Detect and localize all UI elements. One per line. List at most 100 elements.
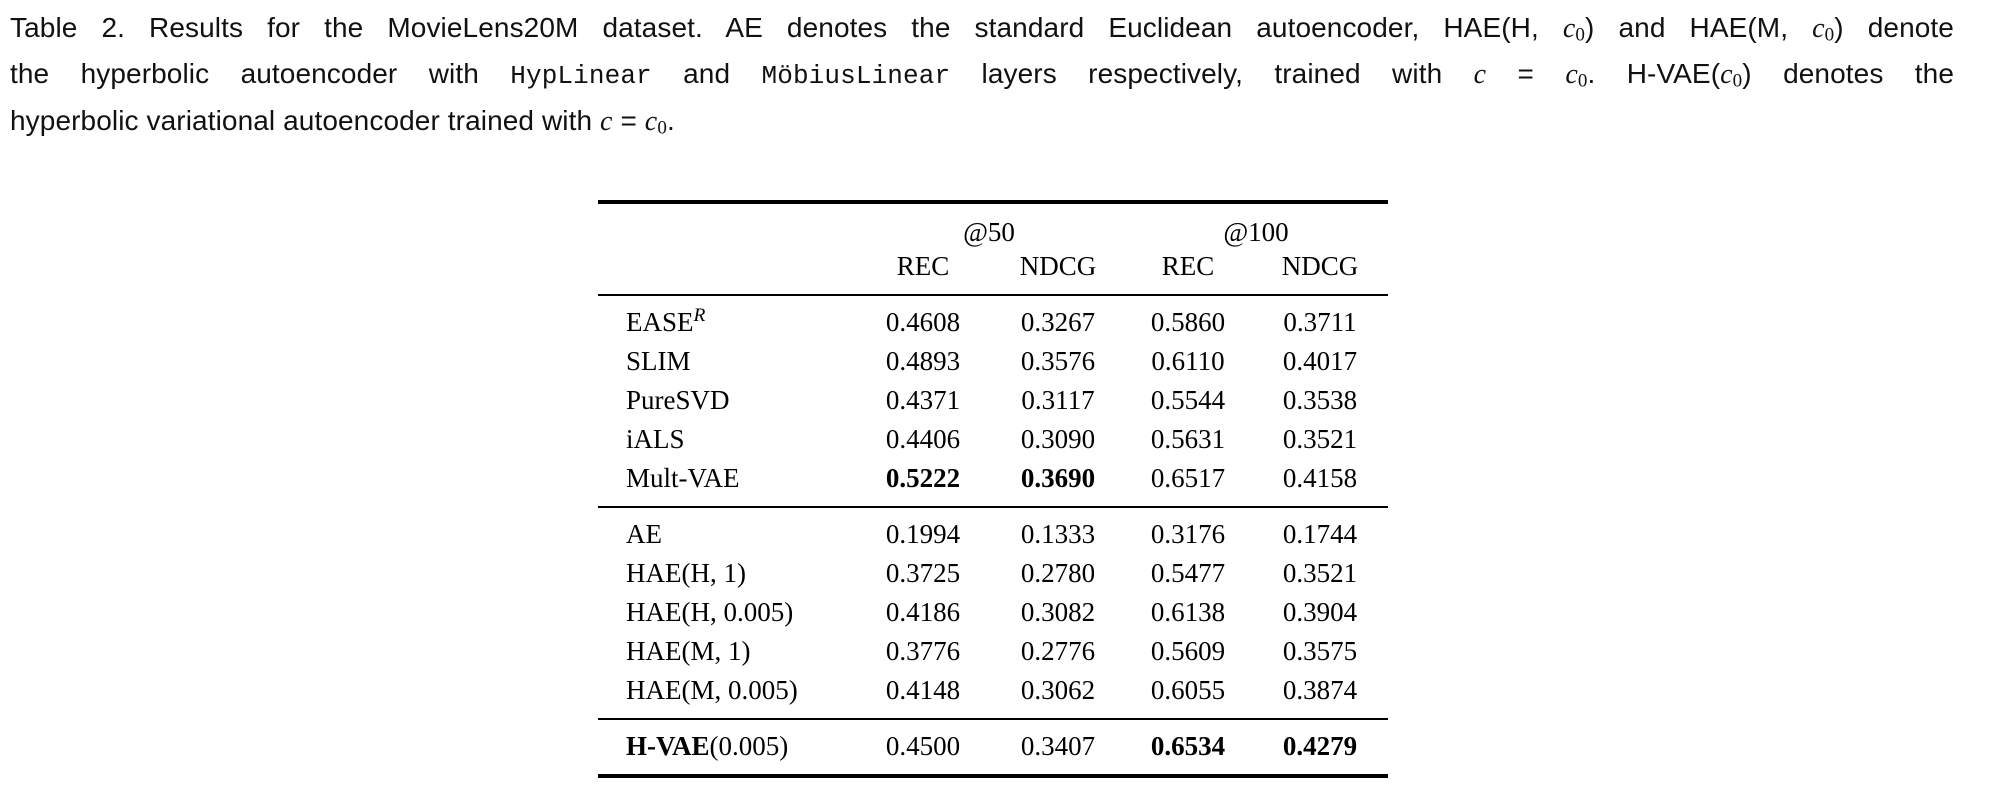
caption-text-segment: c bbox=[600, 105, 613, 137]
value-cell: 0.4893 bbox=[885, 346, 961, 376]
table-row: HAE(M, 1) 0.3776 0.2776 0.5609 0.3575 bbox=[598, 632, 1388, 671]
value-cell: 0.4608 bbox=[885, 307, 961, 337]
caption-text-segment: 0 bbox=[1732, 70, 1743, 92]
value-cell: 0.3267 bbox=[1020, 307, 1096, 337]
table-caption: Table 2. Results for the MovieLens20M da… bbox=[10, 8, 1954, 147]
ndcg100-header: NDCG bbox=[1281, 251, 1359, 281]
caption-code-segment: HypLinear bbox=[510, 61, 652, 92]
caption-code-segment: MöbiusLinear bbox=[761, 61, 951, 92]
method-cell: HAE(H, 1) bbox=[598, 554, 854, 593]
caption-text-segment: = bbox=[1486, 58, 1566, 90]
method-name: HAE(H, 1) bbox=[626, 558, 746, 588]
caption-text-segment: c bbox=[644, 105, 658, 137]
table-row: PureSVD 0.4371 0.3117 0.5544 0.3538 bbox=[598, 381, 1388, 420]
rec50-header: REC bbox=[896, 251, 950, 281]
caption-text-segment: c bbox=[1812, 13, 1825, 44]
method-cell: SLIM bbox=[598, 342, 854, 381]
value-cell: 0.3062 bbox=[1020, 675, 1096, 705]
value-cell: 0.5631 bbox=[1150, 424, 1226, 454]
value-cell: 0.3090 bbox=[1020, 424, 1096, 454]
table-row: AE 0.1994 0.1333 0.3176 0.1744 bbox=[598, 507, 1388, 554]
value-cell: 0.4500 bbox=[885, 731, 961, 761]
results-table-wrap: @50 @100 REC NDCG REC NDCG EASER 0.4608 0.… bbox=[598, 200, 1388, 778]
value-cell: 0.6138 bbox=[1150, 597, 1226, 627]
value-cell: 0.4017 bbox=[1282, 346, 1358, 376]
table-row: EASER 0.4608 0.3267 0.5860 0.3711 bbox=[598, 295, 1388, 342]
method-name: (0.005) bbox=[709, 731, 789, 761]
method-cell: H-VAE(0.005) bbox=[598, 719, 854, 776]
method-cell: HAE(M, 0.005) bbox=[598, 671, 854, 719]
value-cell: 0.3117 bbox=[1021, 385, 1095, 415]
caption-text-segment: the hyperbolic autoencoder with bbox=[10, 58, 511, 90]
caption-text-segment: c bbox=[1562, 13, 1576, 44]
method-cell: Mult-VAE bbox=[598, 459, 854, 507]
caption-text-segment: Table 2. Results for the MovieLens20M da… bbox=[10, 12, 1563, 43]
method-name: PureSVD bbox=[626, 385, 730, 415]
value-cell: 0.4406 bbox=[885, 424, 961, 454]
method-cell: PureSVD bbox=[598, 381, 854, 420]
value-cell: 0.4186 bbox=[885, 597, 961, 627]
table-header: @50 @100 REC NDCG REC NDCG bbox=[598, 202, 1388, 295]
value-cell: 0.1994 bbox=[885, 519, 961, 549]
method-name: SLIM bbox=[626, 346, 691, 376]
rec100-header: REC bbox=[1161, 251, 1215, 281]
value-cell: 0.3538 bbox=[1282, 385, 1358, 415]
value-cell: 0.3776 bbox=[885, 636, 961, 666]
caption-line: the hyperbolic autoencoder with HypLinea… bbox=[10, 54, 1954, 100]
table-row: Mult-VAE 0.5222 0.3690 0.6517 0.4158 bbox=[598, 459, 1388, 507]
value-cell: 0.4158 bbox=[1282, 463, 1358, 493]
caption-text-segment: 0 bbox=[1577, 70, 1588, 92]
at50-group-header: @50 bbox=[963, 217, 1015, 247]
method-name: iALS bbox=[626, 424, 685, 454]
value-cell: 0.3904 bbox=[1282, 597, 1358, 627]
method-cell: HAE(M, 1) bbox=[598, 632, 854, 671]
caption-text-segment: c bbox=[1720, 59, 1733, 91]
value-cell: 0.3711 bbox=[1283, 307, 1357, 337]
value-cell: 0.3521 bbox=[1282, 424, 1358, 454]
caption-line: hyperbolic variational autoencoder train… bbox=[10, 101, 1954, 147]
value-cell: 0.3407 bbox=[1020, 731, 1096, 761]
metric-group-row: @50 @100 bbox=[598, 202, 1388, 246]
caption-text-segment: ) denotes the bbox=[1742, 58, 1955, 90]
at100-group-header: @100 bbox=[1223, 217, 1289, 247]
caption-text-segment: . H-VAE( bbox=[1587, 58, 1721, 90]
results-table: @50 @100 REC NDCG REC NDCG EASER 0.4608 0.… bbox=[598, 200, 1388, 778]
method-name: HAE(M, 0.005) bbox=[626, 675, 798, 705]
value-cell: 0.2780 bbox=[1020, 558, 1096, 588]
value-cell: 0.4148 bbox=[885, 675, 961, 705]
metric-sub-row: REC NDCG REC NDCG bbox=[598, 246, 1388, 295]
method-cell: AE bbox=[598, 507, 854, 554]
value-cell: 0.3725 bbox=[885, 558, 961, 588]
value-cell: 0.3575 bbox=[1282, 636, 1358, 666]
table-row: iALS 0.4406 0.3090 0.5631 0.3521 bbox=[598, 420, 1388, 459]
empty-header-cell bbox=[598, 246, 854, 295]
table-row: HAE(H, 0.005) 0.4186 0.3082 0.6138 0.3904 bbox=[598, 593, 1388, 632]
method-cell: EASER bbox=[598, 295, 854, 342]
table-row: HAE(H, 1) 0.3725 0.2780 0.5477 0.3521 bbox=[598, 554, 1388, 593]
table-row: SLIM 0.4893 0.3576 0.6110 0.4017 bbox=[598, 342, 1388, 381]
value-cell: 0.3082 bbox=[1020, 597, 1096, 627]
caption-text-segment: . bbox=[666, 104, 675, 136]
hvae-group: H-VAE(0.005) 0.4500 0.3407 0.6534 0.4279 bbox=[598, 719, 1388, 776]
value-cell: 0.5609 bbox=[1150, 636, 1226, 666]
caption-text-segment: ) and HAE(M, bbox=[1585, 12, 1813, 43]
method-name: HAE(H, 0.005) bbox=[626, 597, 794, 627]
caption-text-segment: c bbox=[1473, 59, 1487, 91]
caption-text-segment: 0 bbox=[1824, 24, 1835, 46]
value-cell: 0.3521 bbox=[1282, 558, 1358, 588]
caption-text-segment: ) denote bbox=[1834, 12, 1954, 43]
method-name: EASE bbox=[626, 307, 694, 337]
baselines-group: EASER 0.4608 0.3267 0.5860 0.3711 SLIM 0.4893 0… bbox=[598, 295, 1388, 507]
caption-text-segment: = bbox=[612, 104, 645, 136]
value-cell: 0.6110 bbox=[1151, 346, 1225, 376]
caption-text-segment: and bbox=[651, 58, 762, 90]
value-cell: 0.6517 bbox=[1150, 463, 1226, 493]
value-cell: 0.1333 bbox=[1020, 519, 1096, 549]
empty-header-cell bbox=[598, 202, 854, 246]
value-cell: 0.5477 bbox=[1150, 558, 1226, 588]
value-cell: 0.4279 bbox=[1282, 731, 1358, 761]
method-name: AE bbox=[626, 519, 662, 549]
value-cell: 0.6055 bbox=[1150, 675, 1226, 705]
value-cell: 0.5860 bbox=[1150, 307, 1226, 337]
